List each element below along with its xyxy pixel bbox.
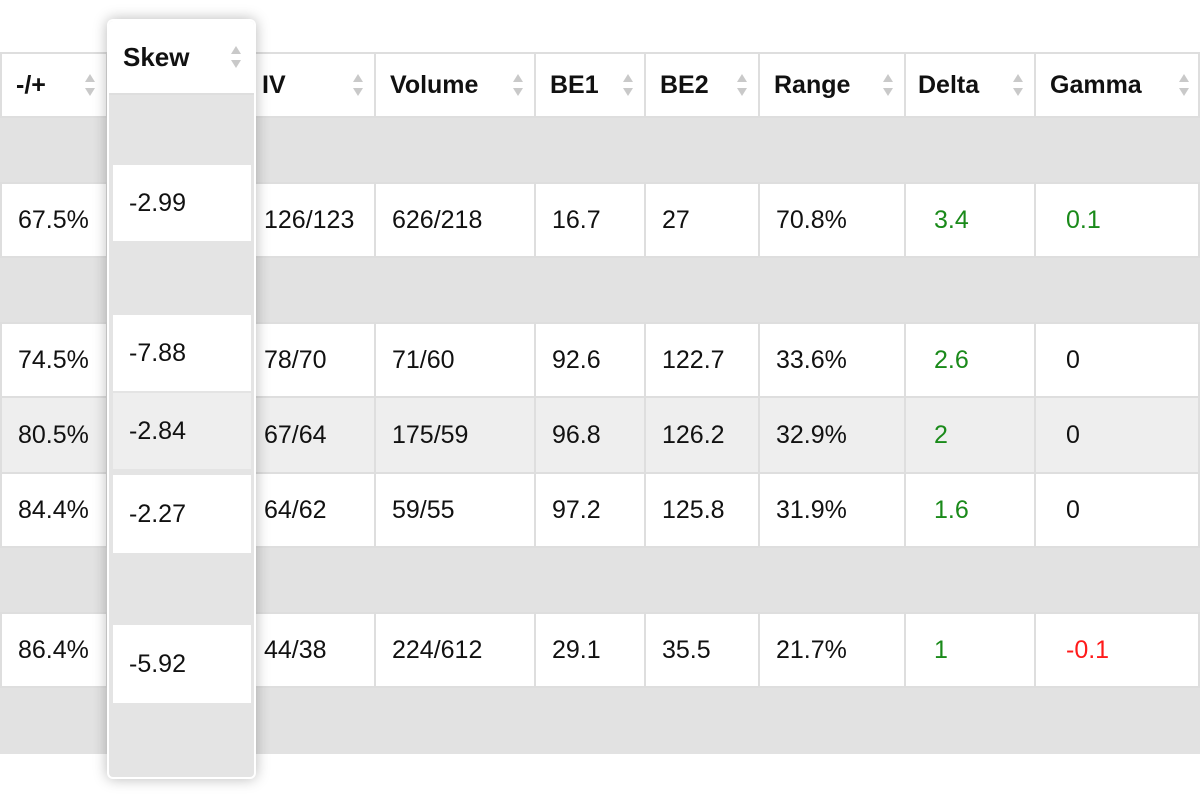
column-header-be2-label: BE2 xyxy=(660,70,709,99)
sort-icon[interactable] xyxy=(84,72,96,98)
cell-iv: 78/70 xyxy=(254,322,376,398)
cell-range: 33.6% xyxy=(758,322,906,398)
cell-iv: 67/64 xyxy=(254,396,376,474)
cell-delta: 3.4 xyxy=(904,182,1036,258)
cell-skew: -5.92 xyxy=(113,625,251,703)
column-header-gamma-label: Gamma xyxy=(1050,70,1142,99)
sort-icon[interactable] xyxy=(230,44,242,70)
cell-range: 32.9% xyxy=(758,396,906,474)
cell-skew: -2.27 xyxy=(113,475,251,553)
cell-range: 31.9% xyxy=(758,472,906,548)
column-header-skew[interactable]: Skew xyxy=(109,21,254,95)
cell-gamma: 0 xyxy=(1034,322,1200,398)
column-header-volume-label: Volume xyxy=(390,70,479,99)
cell-iv: 64/62 xyxy=(254,472,376,548)
cell-be2: 27 xyxy=(644,182,760,258)
cell-gamma: 0 xyxy=(1034,396,1200,474)
cell-pm: 67.5% xyxy=(0,182,108,258)
cell-be2: 35.5 xyxy=(644,612,760,688)
cell-range: 70.8% xyxy=(758,182,906,258)
column-header-iv-label: IV xyxy=(262,70,286,99)
column-header-delta[interactable]: Delta xyxy=(904,52,1036,118)
cell-be1: 29.1 xyxy=(534,612,646,688)
column-header-pm[interactable]: -/+ xyxy=(0,52,108,118)
column-header-volume[interactable]: Volume xyxy=(374,52,536,118)
cell-volume: 59/55 xyxy=(374,472,536,548)
skew-column-dragging[interactable]: Skew -2.99 -7.88 -2.84 -2.27 -5.92 xyxy=(107,19,256,779)
cell-gamma: 0 xyxy=(1034,472,1200,548)
cell-pm: 74.5% xyxy=(0,322,108,398)
column-header-range-label: Range xyxy=(774,70,851,99)
cell-gamma: 0.1 xyxy=(1034,182,1200,258)
column-header-be1-label: BE1 xyxy=(550,70,599,99)
cell-skew: -2.99 xyxy=(113,165,251,241)
column-header-be1[interactable]: BE1 xyxy=(534,52,646,118)
cell-delta: 2.6 xyxy=(904,322,1036,398)
column-header-gamma[interactable]: Gamma xyxy=(1034,52,1200,118)
column-header-delta-label: Delta xyxy=(918,70,980,99)
cell-volume: 175/59 xyxy=(374,396,536,474)
cell-be1: 97.2 xyxy=(534,472,646,548)
cell-gamma: -0.1 xyxy=(1034,612,1200,688)
cell-iv: 126/123 xyxy=(254,182,376,258)
cell-volume: 71/60 xyxy=(374,322,536,398)
cell-delta: 2 xyxy=(904,396,1036,474)
sort-icon[interactable] xyxy=(1012,72,1024,98)
cell-be1: 16.7 xyxy=(534,182,646,258)
cell-range: 21.7% xyxy=(758,612,906,688)
cell-delta: 1 xyxy=(904,612,1036,688)
column-header-range[interactable]: Range xyxy=(758,52,906,118)
cell-be2: 122.7 xyxy=(644,322,760,398)
cell-delta: 1.6 xyxy=(904,472,1036,548)
sort-icon[interactable] xyxy=(512,72,524,98)
cell-pm: 84.4% xyxy=(0,472,108,548)
cell-be1: 92.6 xyxy=(534,322,646,398)
cell-be2: 125.8 xyxy=(644,472,760,548)
cell-be2: 126.2 xyxy=(644,396,760,474)
cell-iv: 44/38 xyxy=(254,612,376,688)
sort-icon[interactable] xyxy=(1178,72,1190,98)
cell-skew: -2.84 xyxy=(113,393,251,469)
sort-icon[interactable] xyxy=(352,72,364,98)
cell-be1: 96.8 xyxy=(534,396,646,474)
sort-icon[interactable] xyxy=(882,72,894,98)
cell-volume: 224/612 xyxy=(374,612,536,688)
column-header-skew-label: Skew xyxy=(123,41,190,72)
cell-volume: 626/218 xyxy=(374,182,536,258)
column-header-iv[interactable]: IV xyxy=(254,52,376,118)
column-header-be2[interactable]: BE2 xyxy=(644,52,760,118)
sort-icon[interactable] xyxy=(736,72,748,98)
column-header-pm-label: -/+ xyxy=(16,70,46,99)
sort-icon[interactable] xyxy=(622,72,634,98)
cell-pm: 86.4% xyxy=(0,612,108,688)
cell-skew: -7.88 xyxy=(113,315,251,391)
cell-pm: 80.5% xyxy=(0,396,108,474)
